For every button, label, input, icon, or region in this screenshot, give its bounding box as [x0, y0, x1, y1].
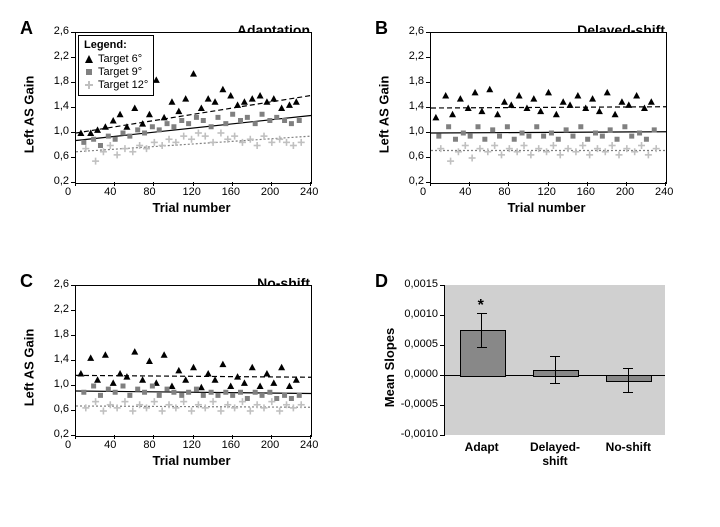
panel-label: D	[375, 271, 388, 292]
bar	[533, 370, 579, 377]
x-tick-label: 240	[300, 439, 318, 451]
x-tick-label: 0	[65, 186, 71, 198]
bar	[606, 375, 652, 382]
legend: Legend: Target 6°Target 9°Target 12°	[78, 35, 154, 96]
y-tick-label: 0,0015	[404, 278, 438, 290]
x-tick-label: 120	[538, 186, 556, 198]
y-tick-label: 2,2	[409, 50, 424, 62]
y-axis-label: Left AS Gain	[376, 76, 391, 154]
x-tick-label: 40	[104, 439, 116, 451]
legend-label: Target 12°	[98, 79, 148, 91]
y-tick-label: 1,0	[54, 125, 69, 137]
panel-D: D -0,0010 -0,0005 0,0000 0,0005 0,0010 0,0015 *…	[375, 273, 675, 468]
y-axis-label: Left AS Gain	[21, 329, 36, 407]
y-tick-label: 0,0000	[404, 368, 438, 380]
panel-label: C	[20, 271, 33, 292]
y-tick-label: 2,6	[54, 278, 69, 290]
x-tick-label: 0	[65, 439, 71, 451]
x-tick-label: 40	[459, 186, 471, 198]
y-tick-label: 1,8	[54, 328, 69, 340]
x-tick-label: 120	[183, 439, 201, 451]
x-tick-label: 40	[104, 186, 116, 198]
y-tick-label: 1,4	[54, 100, 69, 112]
legend-item: Target 6°	[84, 53, 148, 65]
legend-label: Target 9°	[98, 66, 142, 78]
y-tick-label: 1,8	[409, 75, 424, 87]
x-tick-label: 80	[498, 186, 510, 198]
plot-area	[75, 285, 312, 437]
legend-label: Target 6°	[98, 53, 142, 65]
x-axis-label: Trial number	[153, 200, 231, 215]
y-tick-label: -0,0005	[401, 398, 438, 410]
y-tick-label: 0,0005	[404, 338, 438, 350]
x-tick-label: 160	[577, 186, 595, 198]
x-tick-label: 200	[261, 439, 279, 451]
square-icon	[84, 67, 94, 77]
x-tick-label: 80	[143, 186, 155, 198]
x-tick-label: 80	[143, 439, 155, 451]
y-axis-label: Left AS Gain	[21, 76, 36, 154]
x-tick-label: 160	[222, 439, 240, 451]
x-tick-label: 0	[420, 186, 426, 198]
x-tick-label: 240	[655, 186, 673, 198]
y-tick-label: 1,4	[54, 353, 69, 365]
panel-C: CNo-shift0,20,61,01,41,82,22,60408012016…	[20, 273, 320, 468]
bar	[460, 330, 506, 377]
figure: AAdaptation0,20,61,01,41,82,22,604080120…	[10, 10, 710, 517]
y-axis-label: Mean Slopes	[382, 328, 397, 407]
x-tick-label: 200	[616, 186, 634, 198]
panel-label: A	[20, 18, 33, 39]
y-tick-label: 2,6	[54, 25, 69, 37]
x-tick-label: 240	[300, 186, 318, 198]
y-tick-label: 0,6	[54, 403, 69, 415]
x-axis-label: Trial number	[508, 200, 586, 215]
legend-item: Target 9°	[84, 66, 148, 78]
panel-A: AAdaptation0,20,61,01,41,82,22,604080120…	[20, 20, 320, 215]
legend-title: Legend:	[84, 39, 148, 51]
panel-B: BDelayed-shift0,20,61,01,41,82,22,604080…	[375, 20, 675, 215]
y-tick-label: 0,6	[409, 150, 424, 162]
significance-marker: *	[478, 297, 484, 315]
y-tick-label: 1,4	[409, 100, 424, 112]
y-tick-label: -0,0010	[401, 428, 438, 440]
y-tick-label: 0,0010	[404, 308, 438, 320]
y-tick-label: 0,6	[54, 150, 69, 162]
x-tick-label: 200	[261, 186, 279, 198]
triangle-icon	[84, 54, 94, 64]
bar-label: Adapt	[447, 440, 517, 454]
bar-label: Delayed-shift	[520, 440, 590, 468]
bar-label: No-shift	[593, 440, 663, 454]
y-tick-label: 1,0	[54, 378, 69, 390]
x-tick-label: 120	[183, 186, 201, 198]
legend-item: Target 12°	[84, 79, 148, 91]
panel-label: B	[375, 18, 388, 39]
y-tick-label: 2,2	[54, 303, 69, 315]
y-tick-label: 2,2	[54, 50, 69, 62]
y-tick-label: 1,8	[54, 75, 69, 87]
x-tick-label: 160	[222, 186, 240, 198]
x-axis-label: Trial number	[153, 453, 231, 468]
y-tick-label: 1,0	[409, 125, 424, 137]
plus-icon	[84, 80, 94, 90]
y-tick-label: 2,6	[409, 25, 424, 37]
plot-area	[430, 32, 667, 184]
